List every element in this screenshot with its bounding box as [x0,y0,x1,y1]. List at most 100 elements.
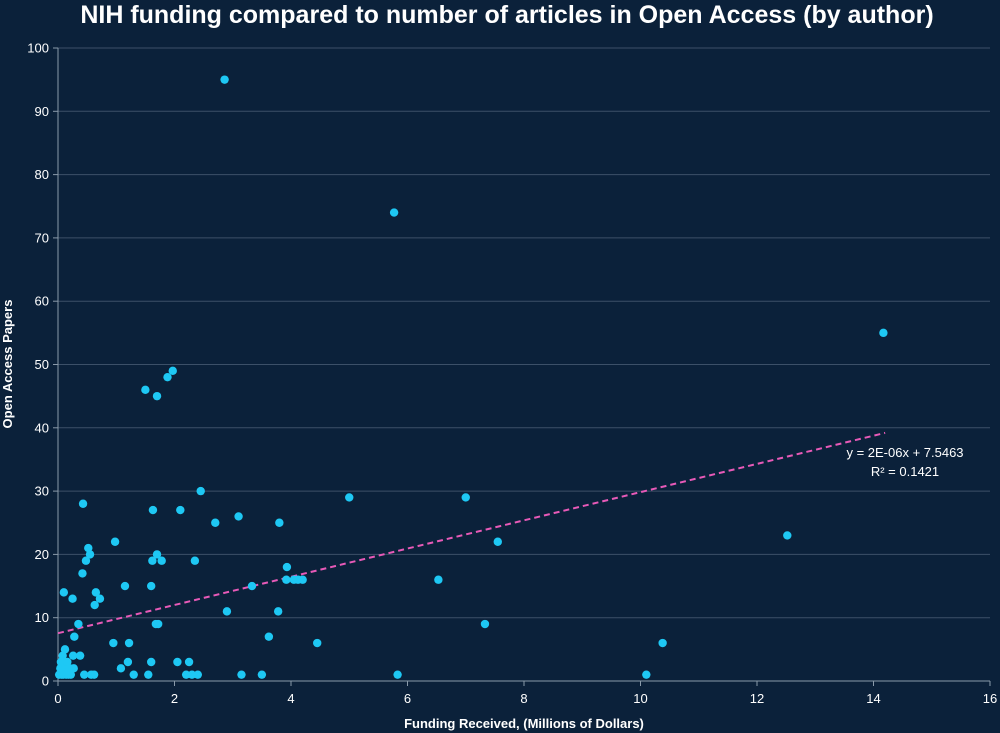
axes: 0 10 20 30 40 50 60 70 80 90 100 0 2 4 6 8 10 12 14 16 [27,41,997,707]
x-tick-label: 14 [866,691,880,706]
data-point [84,543,93,553]
data-point [123,657,133,667]
data-point [144,670,153,679]
data-point [282,575,291,584]
data-point [393,670,402,679]
data-point [257,670,267,679]
data-point [95,594,105,603]
y-tick-label: 10 [35,610,49,625]
data-point [298,575,307,584]
data-point [85,550,95,559]
data-point [181,670,191,679]
data-point [220,75,229,84]
data-point [157,556,166,565]
data-point [70,632,79,641]
x-tick-label: 8 [520,691,527,706]
data-point [68,651,78,660]
data-point [59,588,69,597]
y-tick-label: 80 [35,167,49,182]
data-point [110,537,120,546]
data-point [74,619,83,629]
data-point [783,531,792,540]
trendline-equation: y = 2E-06x + 7.5463 [846,445,963,460]
data-point [81,556,91,565]
data-point [109,638,118,648]
data-point [168,366,177,376]
data-point [152,550,162,559]
data-point [90,600,99,610]
data-point [313,638,322,648]
data-point [222,607,232,616]
data-point [116,664,126,673]
y-tick-label: 90 [35,104,49,119]
chart-title: NIH funding compared to number of articl… [80,1,933,29]
data-point [187,670,197,679]
data-point [91,588,101,597]
data-point [480,619,490,629]
x-tick-label: 2 [171,691,178,706]
data-point [147,657,156,667]
y-tick-label: 30 [35,484,49,499]
x-tick-label: 0 [54,691,61,706]
x-tick-label: 16 [983,691,997,706]
data-point [237,670,246,679]
trendline [57,431,886,635]
trendline-r-squared: R² = 0.1421 [871,464,939,479]
data-point [75,651,85,660]
data-point [148,505,158,515]
data-point [264,632,274,641]
data-point [148,556,157,565]
data-point [176,505,185,515]
x-tick-label: 6 [404,691,411,706]
y-tick-label: 40 [35,420,49,435]
data-point [879,328,888,338]
data-point [658,638,667,648]
data-point [68,594,77,603]
data-point [147,581,156,591]
data-point [120,581,130,591]
data-point [152,391,162,401]
data-point [141,385,150,395]
data-point [275,518,284,527]
x-tick-label: 4 [287,691,294,706]
y-tick-label: 70 [35,230,49,245]
data-point [642,670,651,679]
x-tick-label: 12 [750,691,764,706]
y-tick-label: 100 [27,41,49,56]
data-point [184,657,194,667]
data-point [345,493,354,502]
data-point [173,657,182,667]
x-axis-title: Funding Received, (Millions of Dollars) [404,716,644,731]
data-point [190,556,200,565]
data-point [211,518,220,527]
trendline-group [57,431,886,635]
data-point [78,569,87,578]
data-point [193,670,202,679]
data-point [273,607,283,616]
data-point [124,638,134,648]
data-point [58,651,67,660]
data-point [69,664,78,673]
data-point [66,670,76,679]
data-point [461,493,470,502]
data-point [129,670,138,679]
data-point [493,537,502,546]
data-points [54,75,888,679]
x-tick-label: 10 [633,691,647,706]
data-point [80,670,89,679]
data-point [234,512,243,521]
data-point [153,619,163,629]
y-tick-label: 50 [35,357,49,372]
y-tick-label: 20 [35,547,49,562]
data-point [163,372,172,382]
data-point [63,657,72,667]
data-point [282,562,292,572]
data-point [196,486,205,496]
data-point [247,581,257,591]
data-point [89,670,99,679]
data-point [434,575,443,584]
data-point [389,208,399,217]
data-point [60,645,70,654]
